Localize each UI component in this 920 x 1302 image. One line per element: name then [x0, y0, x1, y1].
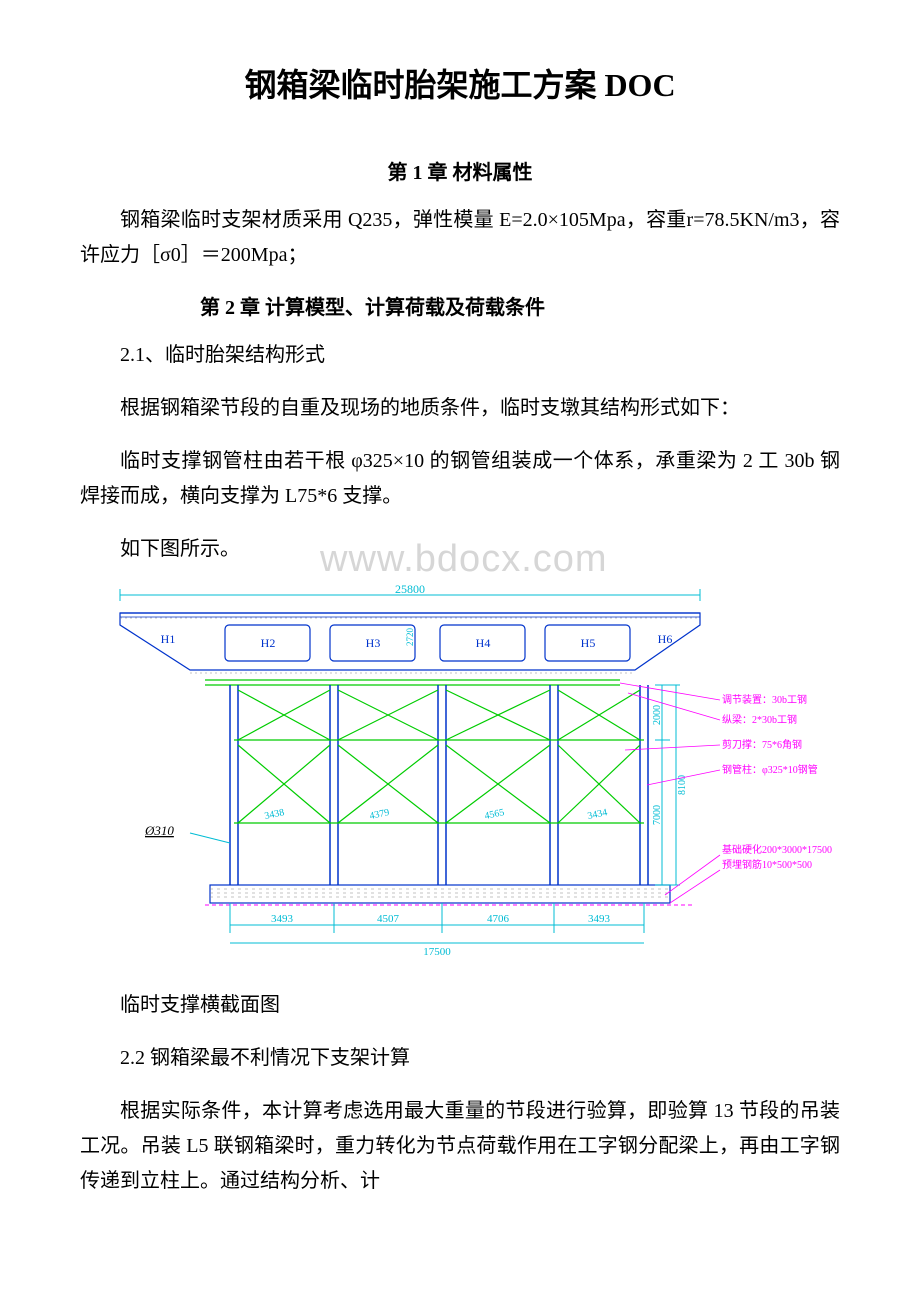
dim-diag-1: 3438 — [264, 807, 286, 822]
box-label-h3: H3 — [366, 636, 381, 650]
box-label-h6: H6 — [658, 632, 673, 646]
figure-caption: 临时支撑横截面图 — [80, 988, 840, 1023]
dim-h-mid: 7000 — [652, 805, 663, 825]
box-label-h1: H1 — [161, 632, 176, 646]
legend-item-6: 预埋钢筋10*500*500 — [722, 858, 812, 871]
section-2-2-heading: 2.2 钢箱梁最不利情况下支架计算 — [80, 1041, 840, 1076]
legend-item-5: 基础硬化200*3000*17500 — [722, 843, 832, 856]
box-label-h4: H4 — [476, 636, 491, 650]
legend-item-1: 调节装置：30b工钢 — [722, 693, 807, 706]
dim-base-total: 17500 — [423, 946, 451, 958]
dim-base-1: 3493 — [271, 913, 294, 925]
dim-base-3: 4706 — [487, 913, 510, 925]
legend-item-3: 剪刀撑：75*6角钢 — [722, 738, 802, 751]
dim-overall-width: 25800 — [395, 585, 425, 596]
dim-diag-3: 4565 — [484, 807, 506, 822]
legend-item-2: 纵梁：2*30b工钢 — [722, 713, 797, 726]
chapter-1-paragraph-1: 钢箱梁临时支架材质采用 Q235，弹性模量 E=2.0×105Mpa，容重r=7… — [80, 203, 840, 273]
watermark-text: www.bdocx.com — [280, 526, 608, 593]
box-label-h2: H2 — [261, 636, 276, 650]
figure-lead-in: 如下图所示。 www.bdocx.com — [80, 532, 840, 567]
document-title: 钢箱梁临时胎架施工方案 DOC — [80, 60, 840, 106]
left-diameter-label: Ø310 — [144, 823, 174, 838]
box-label-h5: H5 — [581, 636, 596, 650]
dim-base-4: 3493 — [588, 913, 611, 925]
dim-h-top: 2000 — [652, 705, 663, 725]
dim-diag-4: 3434 — [587, 807, 609, 822]
cross-section-diagram: 25800 H1 H2 H3 H4 H5 H6 — [80, 585, 840, 970]
chapter-1-heading: 第 1 章 材料属性 — [80, 156, 840, 185]
section-2-1-heading: 2.1、临时胎架结构形式 — [80, 338, 840, 373]
dim-base-2: 4507 — [377, 913, 400, 925]
legend-item-4: 钢管柱：φ325*10钢管 — [722, 763, 818, 776]
section-2-1-paragraph-2: 临时支撑钢管柱由若干根 φ325×10 的钢管组装成一个体系，承重梁为 2 工 … — [80, 444, 840, 514]
chapter-2-heading: 第 2 章 计算模型、计算荷载及荷载条件 — [80, 291, 840, 320]
section-2-1-paragraph-1: 根据钢箱梁节段的自重及现场的地质条件，临时支墩其结构形式如下： — [80, 391, 840, 426]
dim-diag-2: 4379 — [369, 807, 391, 822]
dim-depth: 2720 — [405, 628, 415, 647]
section-2-2-paragraph-1: 根据实际条件，本计算考虑选用最大重量的节段进行验算，即验算 13 节段的吊装工况… — [80, 1094, 840, 1199]
